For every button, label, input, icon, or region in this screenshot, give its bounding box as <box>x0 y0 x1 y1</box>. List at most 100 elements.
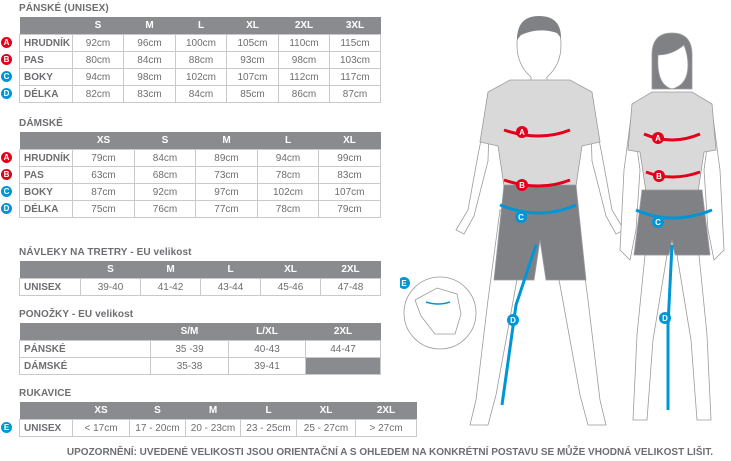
size-cell: 94cm <box>72 68 124 86</box>
column-header: L <box>257 132 319 150</box>
size-cell: 84cm <box>175 85 227 103</box>
size-cell: 78cm <box>257 200 319 218</box>
size-cell: 92cm <box>134 183 196 201</box>
measurement-badge-a: A <box>1 37 12 48</box>
table-row: PÁNSKÉ 35 -39 40-43 44-47 <box>19 340 381 358</box>
row-label: DÉLKA <box>19 200 73 218</box>
size-cell: 97cm <box>195 183 258 201</box>
men-title: PÁNSKÉ (UNISEX) <box>19 3 109 14</box>
socks-size-table: S/M L/XL 2XL PÁNSKÉ 35 -39 40-43 44-47 DÁMSKÉ 35… <box>19 323 381 375</box>
size-cell: 47-48 <box>320 278 381 296</box>
size-cell: 93cm <box>226 51 279 69</box>
size-cell: 20 - 23cm <box>185 419 241 437</box>
header-row: XS S M L XL <box>19 132 381 150</box>
column-header: L <box>200 261 261 279</box>
size-cell: 94cm <box>257 149 319 167</box>
row-label: HRUDNÍK <box>19 149 73 167</box>
size-cell: 77cm <box>195 200 258 218</box>
man-figure <box>455 16 625 426</box>
size-cell <box>305 357 381 375</box>
row-label: DÉLKA <box>19 85 73 103</box>
column-header: L/XL <box>228 323 306 341</box>
header-row: XS S M L XL 2XL <box>19 402 417 420</box>
table-row: PAS 80cm 84cm 88cm 93cm 98cm 103cm <box>19 51 381 69</box>
size-cell: 43-44 <box>200 278 261 296</box>
size-cell: 98cm <box>278 51 330 69</box>
size-cell: 84cm <box>123 51 176 69</box>
column-header: L <box>175 17 227 35</box>
size-cell: 79cm <box>318 200 381 218</box>
header-row: S M L XL 2XL 3XL <box>19 17 381 35</box>
row-label: HRUDNÍK <box>19 34 73 52</box>
size-cell: 63cm <box>72 166 135 184</box>
column-header: M <box>195 132 258 150</box>
marker-a: A <box>519 128 525 137</box>
size-cell: 41-42 <box>140 278 201 296</box>
table-row: HRUDNÍK 92cm 96cm 100cm 105cm 110cm 115cm <box>19 34 381 52</box>
men-size-table: S M L XL 2XL 3XL HRUDNÍK 92cm 96cm 100cm 105cm 110c… <box>19 17 381 103</box>
row-label: BOKY <box>19 183 73 201</box>
size-cell: 96cm <box>123 34 176 52</box>
size-cell: 83cm <box>123 85 176 103</box>
size-cell: 112cm <box>278 68 330 86</box>
column-header <box>19 261 81 279</box>
table-row: BOKY 87cm 92cm 97cm 102cm 107cm <box>19 183 381 201</box>
marker-a-woman: A <box>655 134 661 143</box>
column-header: XL <box>296 402 356 420</box>
column-header: 2XL <box>278 17 330 35</box>
table-row: BOKY 94cm 98cm 102cm 107cm 112cm 117cm <box>19 68 381 86</box>
size-cell: 83cm <box>318 166 381 184</box>
size-cell: 89cm <box>195 149 258 167</box>
size-cell: 35 -39 <box>150 340 229 358</box>
size-cell: 84cm <box>134 149 196 167</box>
marker-c: C <box>518 213 524 222</box>
women-title: DÁMSKÉ <box>19 118 63 129</box>
measurement-badge-b: B <box>1 54 12 65</box>
row-label: UNISEX <box>19 419 73 437</box>
size-cell: 68cm <box>134 166 196 184</box>
gloves-size-table: XS S M L XL 2XL UNISEX < 17cm 17 - 20cm 20 - 23cm… <box>19 402 417 437</box>
column-header: XL <box>318 132 381 150</box>
marker-e: E <box>401 279 407 288</box>
size-cell: 88cm <box>175 51 227 69</box>
table-row: UNISEX 39-40 41-42 43-44 45-46 47-48 <box>19 278 381 296</box>
row-label: PÁNSKÉ <box>19 340 151 358</box>
column-header: L <box>240 402 297 420</box>
size-cell: 23 - 25cm <box>240 419 297 437</box>
size-cell: 25 - 27cm <box>296 419 356 437</box>
column-header: XL <box>226 17 279 35</box>
column-header: S <box>80 261 141 279</box>
size-cell: 85cm <box>226 85 279 103</box>
size-cell: 73cm <box>195 166 258 184</box>
measurement-badge-a: A <box>1 152 12 163</box>
size-cell: 75cm <box>72 200 135 218</box>
column-header: M <box>140 261 201 279</box>
size-cell: 110cm <box>278 34 330 52</box>
marker-c-woman: C <box>655 218 661 227</box>
size-cell: 105cm <box>226 34 279 52</box>
size-cell: 87cm <box>329 85 381 103</box>
column-header: S/M <box>150 323 229 341</box>
column-header: M <box>185 402 241 420</box>
measurement-badge-e: E <box>1 422 12 433</box>
marker-d: D <box>510 316 516 325</box>
size-cell: 17 - 20cm <box>129 419 186 437</box>
column-header: M <box>123 17 176 35</box>
column-header: S <box>72 17 124 35</box>
size-cell: 39-41 <box>228 357 306 375</box>
measurement-badge-b: B <box>1 169 12 180</box>
table-row: DÁMSKÉ 35-38 39-41 <box>19 357 381 375</box>
column-header <box>19 402 73 420</box>
column-header <box>19 132 73 150</box>
disclaimer-note: UPOZORNĚNÍ: UVEDENÉ VELIKOSTI JSOU ORIEN… <box>66 447 714 458</box>
measurement-badge-c: C <box>1 71 12 82</box>
size-cell: 102cm <box>175 68 227 86</box>
size-cell: 117cm <box>329 68 381 86</box>
column-header <box>19 323 151 341</box>
size-cell: 79cm <box>72 149 135 167</box>
table-row: HRUDNÍK 79cm 84cm 89cm 94cm 99cm <box>19 149 381 167</box>
women-size-table: XS S M L XL HRUDNÍK 79cm 84cm 89cm 94cm 99cm PAS 63c… <box>19 132 381 218</box>
size-cell: 35-38 <box>150 357 229 375</box>
table-row: UNISEX < 17cm 17 - 20cm 20 - 23cm 23 - 25cm 2… <box>19 419 417 437</box>
marker-d-woman: D <box>662 314 668 323</box>
